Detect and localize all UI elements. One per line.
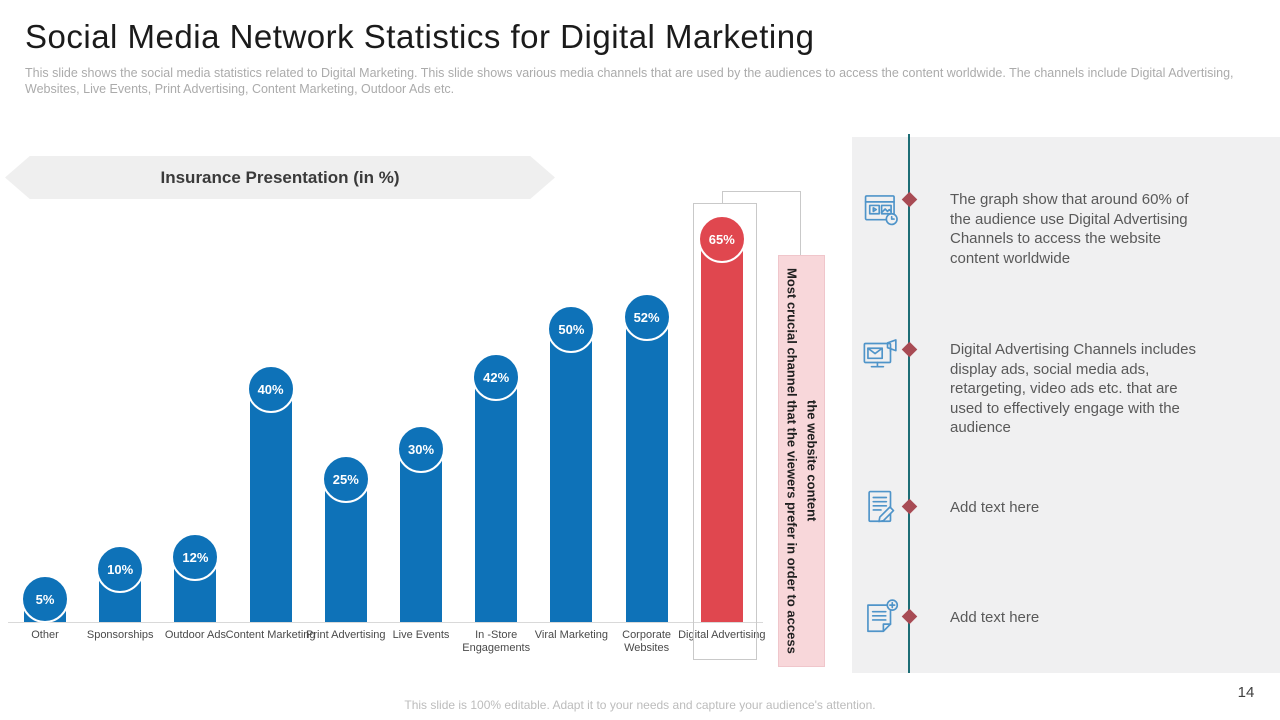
chart-bar-value: 12% [171, 533, 220, 581]
note-add-icon [862, 598, 900, 636]
chart-bar [400, 445, 442, 622]
chart-bar-value: 30% [397, 425, 445, 473]
footer-note: This slide is 100% editable. Adapt it to… [404, 698, 876, 712]
chart-bar-value: 5% [21, 575, 69, 623]
chart-category-label: Other [31, 629, 59, 641]
chart-bar-value: 40% [246, 365, 295, 413]
chart-category-label: Sponsorships [86, 629, 154, 641]
chart-bar [249, 385, 292, 622]
chart-bar-value: 42% [472, 353, 521, 401]
chart-category-label: Outdoor Ads [164, 629, 226, 641]
annotation-text: Most crucial channel that the viewers pr… [784, 268, 820, 654]
chart-category-label: Content Marketing [225, 629, 316, 641]
page-subtitle: This slide shows the social media statis… [25, 66, 1234, 96]
chart-bar [700, 235, 743, 622]
chart-category-label: Corporate Websites [622, 629, 672, 654]
chart-category-label: In -Store Engagements [462, 629, 531, 654]
chart-category-label: Print Advertising [306, 629, 386, 641]
note-text-placeholder[interactable]: Add text here [950, 499, 1040, 516]
chart-bar-value: 50% [547, 305, 596, 353]
chart-bar-value: 52% [622, 293, 671, 341]
chart-category-label: Viral Marketing [534, 629, 608, 641]
monitor-campaign-icon [862, 334, 900, 372]
annotation-box: Most crucial channel that the viewers pr… [778, 255, 825, 667]
note-text: Digital Advertising Channels includes di… [950, 341, 1196, 436]
notes-panel [852, 137, 1280, 673]
chart-category-label: Live Events [392, 629, 450, 641]
callout-connector-line [722, 191, 723, 204]
chart-bar [475, 373, 518, 622]
page-title: Social Media Network Statistics for Digi… [25, 18, 815, 55]
x-axis-line [8, 622, 763, 623]
chart-bar-value: 65% [697, 215, 746, 263]
chart-bar [550, 325, 593, 622]
highlight-callout-frame [693, 203, 757, 660]
document-edit-icon [862, 488, 900, 526]
chart-title-banner: Insurance Presentation (in %) [5, 156, 555, 199]
note-text-placeholder[interactable]: Add text here [950, 609, 1040, 626]
chart-bar [625, 313, 668, 622]
notes-divider-line [908, 134, 910, 673]
page-number: 14 [1237, 684, 1255, 701]
chart-category-label: Digital Advertising [678, 629, 766, 641]
chart-bar-value: 25% [321, 455, 370, 503]
callout-connector-line [722, 191, 801, 192]
chart-title: Insurance Presentation (in %) [160, 167, 400, 187]
callout-connector-line [800, 191, 801, 255]
webpage-ad-clock-icon [862, 190, 900, 228]
chart-bar-value: 10% [96, 545, 145, 593]
note-text: The graph show that around 60% of the au… [950, 191, 1189, 267]
